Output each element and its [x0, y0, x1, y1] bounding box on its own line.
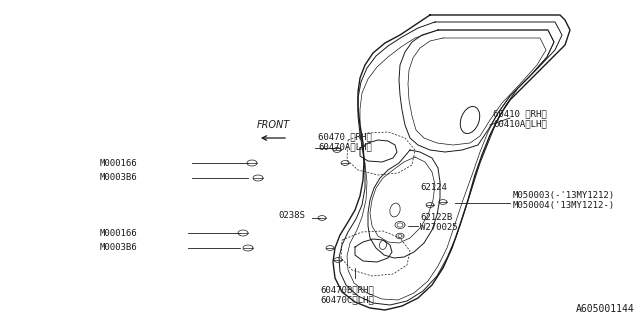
- Text: M0003B6: M0003B6: [100, 244, 138, 252]
- Text: 60410 〈RH〉: 60410 〈RH〉: [493, 109, 547, 118]
- Text: 0238S: 0238S: [278, 211, 305, 220]
- Text: 60410A〈LH〉: 60410A〈LH〉: [493, 119, 547, 128]
- Text: 60470 〈RH〉: 60470 〈RH〉: [318, 132, 372, 141]
- Text: A605001144: A605001144: [576, 304, 635, 314]
- Text: FRONT: FRONT: [257, 120, 290, 130]
- Text: M050004('13MY1212-): M050004('13MY1212-): [513, 201, 615, 210]
- Text: M050003(-'13MY1212): M050003(-'13MY1212): [513, 191, 615, 200]
- Text: 60470A〈LH〉: 60470A〈LH〉: [318, 142, 372, 151]
- Text: M000166: M000166: [100, 228, 138, 237]
- Text: 60470B〈RH〉: 60470B〈RH〉: [320, 285, 374, 294]
- Text: M000166: M000166: [100, 158, 138, 167]
- Text: W270025: W270025: [420, 223, 458, 232]
- Text: 62122B: 62122B: [420, 213, 452, 222]
- Text: 60470C〈LH〉: 60470C〈LH〉: [320, 295, 374, 305]
- Text: 62124: 62124: [420, 183, 447, 193]
- Text: M0003B6: M0003B6: [100, 173, 138, 182]
